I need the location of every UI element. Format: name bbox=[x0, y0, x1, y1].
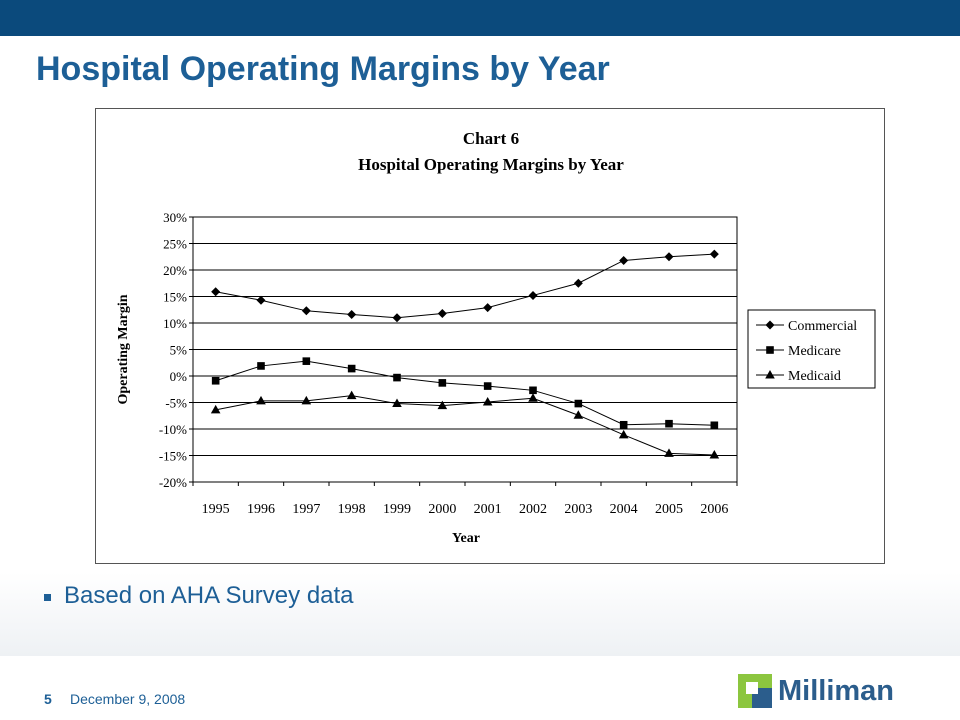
data-point-medicare bbox=[393, 373, 401, 382]
data-point-commercial bbox=[392, 313, 402, 323]
data-point-medicaid bbox=[528, 393, 538, 402]
line-chart: Chart 6 Hospital Operating Margins by Yea… bbox=[116, 129, 876, 546]
data-point-medicare bbox=[665, 419, 673, 428]
data-point-medicare bbox=[347, 364, 356, 373]
data-point-medicaid bbox=[346, 390, 357, 400]
x-tick-label: 2004 bbox=[610, 502, 638, 517]
data-point-medicare bbox=[211, 376, 220, 385]
bullet-item: Based on AHA Survey data bbox=[44, 582, 354, 610]
data-point-medicare bbox=[438, 379, 447, 387]
data-point-medicaid bbox=[618, 429, 629, 439]
footer-date: December 9, 2008 bbox=[70, 691, 186, 707]
legend-marker-medicaid bbox=[765, 370, 775, 379]
data-point-commercial bbox=[347, 310, 357, 320]
legend-label-commercial: Commercial bbox=[788, 319, 857, 334]
data-point-commercial bbox=[664, 252, 674, 262]
bullet-text: Based on AHA Survey data bbox=[64, 582, 354, 609]
y-tick-label: -10% bbox=[159, 422, 187, 437]
x-tick-label: 1997 bbox=[292, 502, 320, 517]
data-point-commercial bbox=[437, 308, 447, 318]
data-point-commercial bbox=[619, 255, 629, 265]
data-point-medicaid bbox=[392, 398, 402, 408]
y-tick-label: 10% bbox=[163, 316, 187, 331]
data-point-medicare bbox=[483, 382, 492, 390]
data-point-medicare bbox=[710, 421, 719, 430]
series-line-medicare bbox=[215, 360, 715, 426]
data-point-commercial bbox=[256, 295, 266, 305]
y-axis-label: Operating Margin bbox=[116, 294, 131, 404]
y-tick-label: 25% bbox=[163, 237, 187, 252]
data-point-commercial bbox=[528, 290, 538, 300]
top-header-bar bbox=[0, 0, 960, 36]
data-point-commercial bbox=[483, 303, 493, 313]
chart-container: Chart 6 Hospital Operating Margins by Yea… bbox=[95, 108, 885, 564]
data-point-medicare bbox=[257, 362, 265, 370]
y-tick-label: 30% bbox=[163, 210, 187, 225]
data-point-medicaid bbox=[573, 410, 584, 419]
data-point-medicaid bbox=[301, 395, 312, 405]
page-number: 5 bbox=[44, 691, 52, 707]
x-tick-label: 2006 bbox=[700, 502, 728, 517]
x-tick-label: 2003 bbox=[564, 502, 592, 517]
square-bullet-icon bbox=[44, 593, 51, 601]
data-point-commercial bbox=[211, 287, 221, 297]
x-tick-label: 1995 bbox=[202, 502, 230, 517]
chart-subtitle: Hospital Operating Margins by Year bbox=[358, 155, 624, 174]
milliman-logo: Milliman bbox=[738, 674, 894, 708]
y-tick-label: 0% bbox=[170, 369, 188, 384]
data-point-medicare bbox=[302, 357, 311, 365]
y-tick-label: 20% bbox=[163, 263, 187, 278]
series-line-medicaid bbox=[215, 395, 715, 456]
data-point-medicare bbox=[529, 386, 537, 395]
slide-title: Hospital Operating Margins by Year bbox=[36, 50, 610, 88]
data-point-medicaid bbox=[664, 448, 674, 457]
data-point-medicare bbox=[619, 420, 628, 429]
data-point-commercial bbox=[301, 306, 311, 316]
data-point-medicaid bbox=[709, 449, 720, 459]
y-tick-label: 5% bbox=[170, 343, 188, 358]
x-tick-label: 2005 bbox=[655, 502, 683, 517]
series-line-commercial bbox=[215, 253, 715, 319]
x-tick-label: 2002 bbox=[519, 502, 547, 517]
x-axis-label: Year bbox=[452, 531, 480, 546]
legend-label-medicare: Medicare bbox=[788, 344, 841, 359]
y-tick-label: 15% bbox=[163, 290, 187, 305]
y-tick-label: -5% bbox=[165, 396, 187, 411]
milliman-logo-icon bbox=[738, 674, 772, 708]
data-point-commercial bbox=[709, 249, 719, 259]
chart-title: Chart 6 bbox=[463, 129, 519, 148]
legend-marker-commercial bbox=[765, 320, 775, 330]
data-point-medicaid bbox=[210, 404, 221, 414]
x-tick-label: 1998 bbox=[338, 502, 366, 517]
data-point-commercial bbox=[573, 278, 583, 288]
data-point-medicaid bbox=[256, 395, 266, 405]
x-tick-label: 1999 bbox=[383, 502, 411, 517]
data-point-medicaid bbox=[482, 396, 493, 406]
data-point-medicaid bbox=[437, 400, 448, 410]
y-tick-label: -15% bbox=[159, 449, 187, 464]
y-tick-label: -20% bbox=[159, 475, 187, 490]
footer bbox=[0, 656, 960, 720]
logo-text: Milliman bbox=[778, 674, 895, 707]
x-tick-label: 1996 bbox=[247, 502, 275, 517]
legend-label-medicaid: Medicaid bbox=[788, 369, 841, 384]
legend-marker-medicare bbox=[766, 346, 774, 354]
x-tick-label: 2001 bbox=[474, 502, 502, 517]
data-point-medicare bbox=[574, 399, 583, 408]
x-tick-label: 2000 bbox=[428, 502, 456, 517]
